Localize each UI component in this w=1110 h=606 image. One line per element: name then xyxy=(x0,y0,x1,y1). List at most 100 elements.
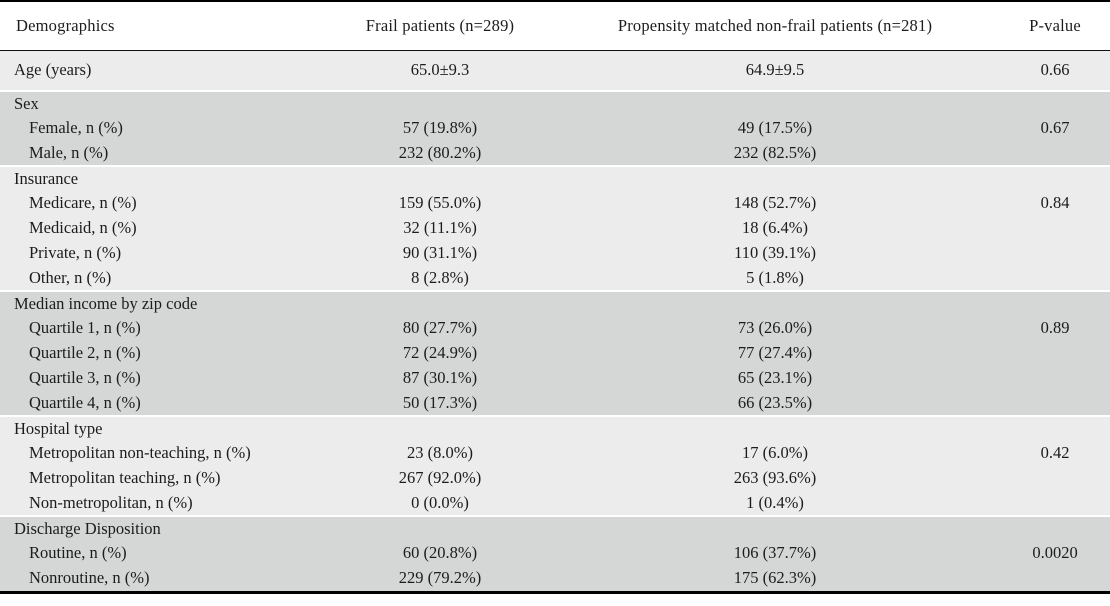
section-hospital: Hospital type Metropolitan non-teaching, … xyxy=(0,414,1110,516)
demographics-table-grid: Demographics Frail patients (n=289) Prop… xyxy=(0,2,1110,591)
cell-frail-value: 32 (11.1%) xyxy=(403,218,477,237)
table-row: Discharge Disposition xyxy=(0,514,1110,541)
cell-pvalue xyxy=(1000,566,1110,591)
cell-frail-value: 57 (19.8%) xyxy=(402,118,478,137)
table-row: Non-metropolitan, n (%) 0 (0.0%) 1 (0.4%) xyxy=(0,491,1110,516)
cell-pvalue xyxy=(1000,164,1110,191)
cell-pvalue: 0.66 xyxy=(1040,60,1070,80)
cell-pvalue xyxy=(1000,89,1110,116)
cell-nonfrail-value: 148 (52.7%) xyxy=(733,193,817,212)
col-header-demographics: Demographics xyxy=(0,2,330,51)
row-label: Discharge Disposition xyxy=(0,514,330,541)
row-label: Medicaid, n (%) xyxy=(29,218,137,237)
cell-pvalue xyxy=(1000,266,1110,291)
table-row: Medicaid, n (%) 32 (11.1%) 18 (6.4%) xyxy=(0,216,1110,241)
table-row: Nonroutine, n (%) 229 (79.2%) 175 (62.3%) xyxy=(0,566,1110,591)
cell-frail-value: 90 (31.1%) xyxy=(402,243,478,262)
cell-frail-value xyxy=(330,164,550,191)
row-label: Median income by zip code xyxy=(0,289,330,316)
row-label: Insurance xyxy=(0,164,330,191)
cell-pvalue xyxy=(1000,241,1110,266)
cell-frail-value: 50 (17.3%) xyxy=(402,392,478,412)
cell-pvalue xyxy=(1000,514,1110,541)
section-sex: Sex Female, n (%) 57 (19.8%) 49 (17.5%) 0.67… xyxy=(0,89,1110,166)
cell-pvalue: 0.84 xyxy=(1040,193,1070,212)
col-header-pvalue: P-value xyxy=(1000,2,1110,51)
table-row: Routine, n (%) 60 (20.8%) 106 (37.7%) 0.002… xyxy=(0,541,1110,566)
cell-pvalue xyxy=(1000,491,1110,516)
col-header-nonfrail-patients: Propensity matched non-frail patients (n… xyxy=(550,2,1000,51)
cell-nonfrail-value: 65 (23.1%) xyxy=(737,368,813,387)
table-row: Insurance xyxy=(0,164,1110,191)
row-label: Routine, n (%) xyxy=(29,543,127,562)
cell-frail-value: 23 (8.0%) xyxy=(407,443,473,462)
table-row: Sex xyxy=(0,89,1110,116)
row-label: Quartile 1, n (%) xyxy=(29,318,141,337)
cell-nonfrail-value: 64.9±9.5 xyxy=(745,60,805,80)
section-discharge: Discharge Disposition Routine, n (%) 60 (2… xyxy=(0,514,1110,591)
cell-pvalue xyxy=(1000,341,1110,366)
cell-nonfrail-value: 263 (93.6%) xyxy=(733,468,817,487)
table-row: Metropolitan teaching, n (%) 267 (92.0%) 2… xyxy=(0,466,1110,491)
cell-nonfrail-value xyxy=(550,514,1000,541)
cell-frail-value: 232 (80.2%) xyxy=(398,142,482,162)
cell-frail-value: 0 (0.0%) xyxy=(411,492,469,512)
row-label: Medicare, n (%) xyxy=(29,193,137,212)
row-label: Female, n (%) xyxy=(29,118,123,137)
cell-nonfrail-value xyxy=(550,289,1000,316)
cell-pvalue xyxy=(1000,141,1110,166)
table-row: Median income by zip code xyxy=(0,289,1110,316)
table-row: Metropolitan non-teaching, n (%) 23 (8.0%… xyxy=(0,441,1110,466)
section-income: Median income by zip code Quartile 1, n (… xyxy=(0,289,1110,416)
cell-nonfrail-value xyxy=(550,164,1000,191)
table-row: Quartile 1, n (%) 80 (27.7%) 73 (26.0%) 0.8… xyxy=(0,316,1110,341)
cell-frail-value xyxy=(330,89,550,116)
row-label: Quartile 4, n (%) xyxy=(29,392,141,412)
cell-nonfrail-value: 5 (1.8%) xyxy=(746,267,804,287)
section-insurance: Insurance Medicare, n (%) 159 (55.0%) 148 (… xyxy=(0,164,1110,291)
cell-frail-value: 60 (20.8%) xyxy=(402,543,478,562)
row-label: Metropolitan teaching, n (%) xyxy=(29,468,221,487)
cell-nonfrail-value xyxy=(550,414,1000,441)
cell-nonfrail-value: 49 (17.5%) xyxy=(737,118,813,137)
cell-frail-value: 72 (24.9%) xyxy=(402,343,478,362)
header-row: Demographics Frail patients (n=289) Prop… xyxy=(0,2,1110,51)
cell-frail-value: 267 (92.0%) xyxy=(398,468,482,487)
table-row: Quartile 3, n (%) 87 (30.1%) 65 (23.1%) xyxy=(0,366,1110,391)
cell-pvalue xyxy=(1000,289,1110,316)
cell-nonfrail-value xyxy=(550,89,1000,116)
row-label: Quartile 3, n (%) xyxy=(29,368,141,387)
cell-pvalue xyxy=(1000,414,1110,441)
row-label: Quartile 2, n (%) xyxy=(29,343,141,362)
row-label: Private, n (%) xyxy=(29,243,122,262)
row-label: Non-metropolitan, n (%) xyxy=(29,492,193,512)
cell-frail-value: 8 (2.8%) xyxy=(411,267,469,287)
table-row: Quartile 4, n (%) 50 (17.3%) 66 (23.5%) xyxy=(0,391,1110,416)
row-label: Male, n (%) xyxy=(29,142,109,162)
col-header-frail-patients: Frail patients (n=289) xyxy=(330,2,550,51)
cell-pvalue xyxy=(1000,366,1110,391)
cell-nonfrail-value: 1 (0.4%) xyxy=(746,492,804,512)
cell-nonfrail-value: 18 (6.4%) xyxy=(742,218,808,237)
cell-nonfrail-value: 106 (37.7%) xyxy=(733,543,817,562)
cell-pvalue: 0.42 xyxy=(1040,443,1070,462)
cell-nonfrail-value: 232 (82.5%) xyxy=(733,142,817,162)
row-label: Other, n (%) xyxy=(29,267,112,287)
cell-frail-value: 80 (27.7%) xyxy=(402,318,478,337)
table-row: Male, n (%) 232 (80.2%) 232 (82.5%) xyxy=(0,141,1110,166)
table-row: Other, n (%) 8 (2.8%) 5 (1.8%) xyxy=(0,266,1110,291)
cell-pvalue xyxy=(1000,216,1110,241)
cell-pvalue: 0.67 xyxy=(1040,118,1070,137)
cell-frail-value: 87 (30.1%) xyxy=(402,368,478,387)
cell-frail-value: 65.0±9.3 xyxy=(410,60,470,80)
cell-nonfrail-value: 66 (23.5%) xyxy=(737,392,813,412)
table-row: Quartile 2, n (%) 72 (24.9%) 77 (27.4%) xyxy=(0,341,1110,366)
cell-frail-value: 159 (55.0%) xyxy=(398,193,482,212)
cell-pvalue: 0.0020 xyxy=(1032,543,1078,562)
cell-frail-value: 229 (79.2%) xyxy=(398,568,482,587)
table-row: Private, n (%) 90 (31.1%) 110 (39.1%) xyxy=(0,241,1110,266)
row-label: Metropolitan non-teaching, n (%) xyxy=(29,443,251,462)
row-label: Hospital type xyxy=(0,414,330,441)
row-label: Age (years) xyxy=(14,60,92,80)
